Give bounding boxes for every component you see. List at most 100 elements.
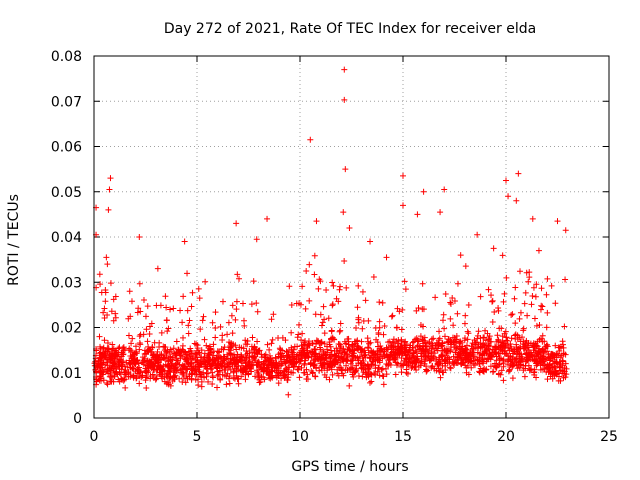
data-point <box>512 331 519 338</box>
data-point <box>373 336 380 343</box>
data-point <box>142 313 149 320</box>
data-point <box>112 314 119 321</box>
data-point <box>170 305 177 312</box>
data-point <box>257 363 264 370</box>
data-point <box>535 247 542 254</box>
data-point <box>398 369 405 376</box>
data-point <box>107 370 114 377</box>
data-point <box>367 354 374 361</box>
data-point <box>147 346 154 353</box>
data-point <box>114 352 121 359</box>
data-point <box>136 234 143 240</box>
data-point <box>360 358 367 365</box>
data-point <box>342 367 349 374</box>
data-point <box>433 358 440 365</box>
data-point <box>295 363 302 370</box>
data-point <box>387 351 394 358</box>
data-point <box>447 365 454 372</box>
data-point <box>522 289 529 296</box>
data-point <box>264 341 271 348</box>
data-point <box>386 360 393 367</box>
data-point <box>326 351 333 358</box>
data-point <box>402 286 409 293</box>
data-point <box>286 283 293 290</box>
data-point <box>330 282 337 289</box>
data-point <box>184 307 191 314</box>
data-point <box>452 349 459 356</box>
data-point <box>303 376 310 383</box>
data-point <box>320 348 327 355</box>
data-point <box>144 338 151 345</box>
data-point <box>474 343 481 350</box>
data-point <box>195 285 202 292</box>
data-point <box>486 342 493 349</box>
data-point <box>186 317 193 324</box>
data-point <box>348 357 355 364</box>
data-point <box>312 350 319 357</box>
data-point <box>195 382 202 389</box>
data-point <box>362 354 369 361</box>
data-point <box>503 334 510 341</box>
data-point <box>223 373 230 380</box>
data-point <box>298 351 305 358</box>
data-point <box>250 354 257 361</box>
data-point <box>329 371 336 378</box>
data-point <box>101 305 108 312</box>
data-point <box>412 355 419 362</box>
data-point <box>232 316 239 323</box>
data-point <box>228 339 235 346</box>
data-point <box>296 374 303 381</box>
data-point <box>419 280 426 287</box>
data-point <box>533 322 540 329</box>
data-point <box>480 334 487 341</box>
data-point <box>311 271 318 278</box>
data-point <box>234 271 241 278</box>
data-point <box>512 320 519 327</box>
data-point <box>436 328 443 335</box>
data-point <box>510 362 517 369</box>
data-point <box>275 334 282 341</box>
data-point <box>110 317 117 324</box>
data-point <box>493 353 500 360</box>
data-point <box>396 351 403 358</box>
data-point <box>350 373 357 380</box>
data-point <box>393 362 400 369</box>
data-point <box>354 354 361 361</box>
data-point <box>277 346 284 353</box>
data-point <box>386 338 393 345</box>
data-point <box>437 374 444 381</box>
data-point <box>495 337 502 344</box>
data-point <box>401 348 408 355</box>
data-point <box>299 330 306 337</box>
data-point <box>143 326 150 333</box>
data-point <box>514 336 521 343</box>
data-point <box>442 291 449 298</box>
data-point <box>433 367 440 374</box>
data-point <box>556 363 563 370</box>
data-point <box>107 175 114 182</box>
data-point <box>316 367 323 374</box>
data-point <box>109 341 116 348</box>
data-point <box>523 269 530 276</box>
data-point <box>241 322 248 329</box>
x-tick-label: 10 <box>291 429 309 445</box>
data-point <box>436 335 443 342</box>
data-point <box>101 314 108 321</box>
data-point <box>253 236 260 243</box>
data-point <box>185 361 192 368</box>
data-point <box>139 354 146 361</box>
data-point <box>461 337 468 344</box>
data-point <box>266 346 273 353</box>
data-point <box>557 343 564 350</box>
data-point <box>503 177 509 184</box>
data-point <box>367 238 374 245</box>
data-point <box>214 348 221 355</box>
data-point <box>219 298 226 305</box>
data-point <box>506 367 513 374</box>
data-point <box>459 348 466 355</box>
data-point <box>401 342 408 349</box>
data-point <box>352 340 359 347</box>
data-point <box>129 364 136 371</box>
data-point <box>135 360 142 367</box>
data-point <box>130 355 137 362</box>
